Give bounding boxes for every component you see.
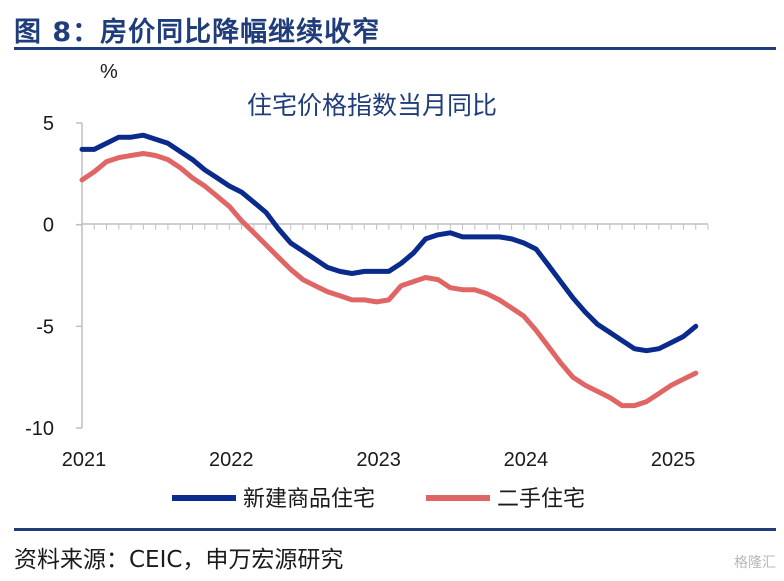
series-line-new-homes [79,132,699,354]
y-axis-unit-label: % [100,61,118,83]
legend: 新建商品住宅 二手住宅 [172,486,585,511]
source-note: 资料来源：CEIC，申万宏源研究 [14,547,344,573]
y-tick-label: -10 [25,418,54,440]
source-divider [14,528,776,531]
watermark-logo: 格隆汇 [734,555,776,571]
y-tick-label: -5 [36,316,54,338]
legend-label-new-homes: 新建商品住宅 [243,486,375,511]
x-tick-label: 2025 [651,449,696,471]
x-tick-label: 2022 [209,449,254,471]
y-tick-label: 0 [43,215,54,237]
legend-label-used-homes: 二手住宅 [497,486,585,511]
line-chart: % 住宅价格指数当月同比 50-5-10 2021 2022 2023 2024 202… [25,61,709,511]
x-ticks: 2021 2022 2023 2024 2025 [62,224,709,471]
y-ticks: 5 0 -5 -10 [25,113,82,440]
x-tick-label: 2024 [504,449,549,471]
title-underline [14,47,776,50]
series-lines [79,132,699,409]
x-tick-label: 2021 [62,449,107,471]
y-tick-label: 5 [43,113,54,135]
axes [81,123,708,428]
series-line-used-homes [79,151,699,409]
chart-title: 住宅价格指数当月同比 [247,92,497,120]
figure-title: 图 8：房价同比降幅继续收窄 [14,17,381,48]
x-tick-label: 2023 [356,449,401,471]
